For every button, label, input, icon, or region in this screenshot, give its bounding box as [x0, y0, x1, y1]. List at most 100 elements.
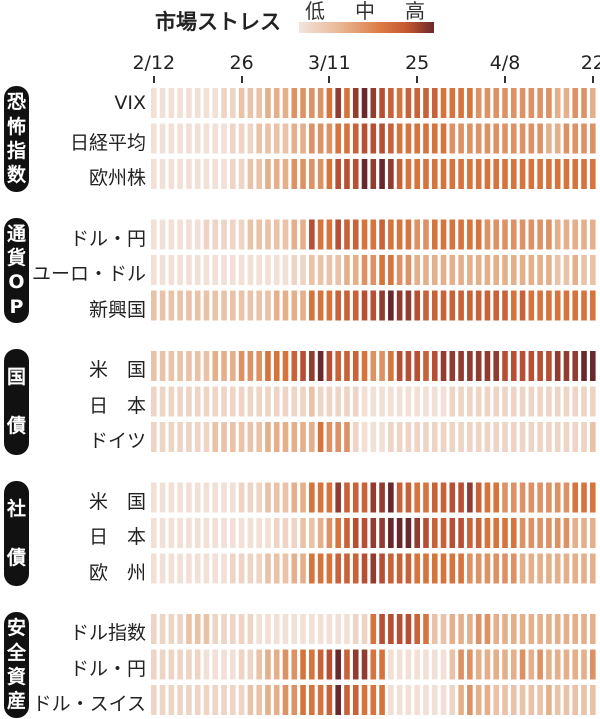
- heatmap-cell: [431, 159, 438, 189]
- heatmap-cell: [300, 422, 306, 452]
- heatmap-cell: [317, 685, 324, 715]
- heatmap-cell: [554, 88, 561, 118]
- row-label: ドル・スイス: [32, 693, 146, 715]
- heatmap-cell: [519, 88, 526, 118]
- heatmap-cell: [467, 88, 473, 118]
- heatmap-cell: [230, 290, 236, 321]
- heatmap-cell: [546, 290, 552, 321]
- heatmap-cell: [519, 255, 526, 285]
- x-tick-mark: [328, 76, 331, 83]
- heatmap-cell: [581, 351, 587, 381]
- heatmap-cell: [405, 123, 412, 154]
- heatmap-cell: [449, 351, 456, 381]
- heatmap-cell: [361, 255, 368, 285]
- heatmap-cell: [344, 159, 350, 189]
- heatmap-cell: [388, 422, 394, 452]
- heatmap-cell: [273, 88, 280, 118]
- heatmap-cell: [317, 159, 324, 189]
- heatmap-cell: [440, 88, 447, 118]
- group-label-char: 債: [6, 415, 26, 438]
- heatmap-cell: [423, 159, 429, 189]
- heatmap-cell: [238, 614, 245, 644]
- heatmap-cell: [151, 553, 157, 584]
- heatmap-cell: [265, 482, 271, 513]
- heatmap-cell: [335, 386, 341, 417]
- heatmap-cell: [265, 518, 271, 548]
- heatmap-cell: [519, 386, 526, 417]
- heatmap-cell: [581, 386, 587, 417]
- heatmap-cell: [344, 290, 350, 321]
- heatmap-cell: [273, 159, 280, 189]
- heatmap-cell: [309, 219, 315, 250]
- heatmap-cell: [440, 351, 447, 381]
- heatmap-cell: [273, 351, 280, 381]
- heatmap-cell: [282, 553, 289, 584]
- heatmap-cell: [238, 159, 245, 189]
- heatmap-cell: [177, 386, 183, 417]
- heatmap-cell: [440, 614, 447, 644]
- row-label: 日 本: [88, 526, 146, 548]
- heatmap-cell: [238, 422, 245, 452]
- heatmap-cell: [502, 88, 508, 118]
- heatmap-cell: [265, 422, 271, 452]
- heatmap-cell: [309, 159, 315, 189]
- heatmap-cell: [265, 290, 271, 321]
- heatmap-cell: [370, 649, 377, 680]
- heatmap-cell: [309, 553, 315, 584]
- heatmap-cell: [396, 685, 403, 715]
- heatmap-cell: [510, 255, 517, 285]
- heatmap-cell: [370, 123, 377, 154]
- heatmap-cell: [238, 219, 245, 250]
- heatmap-cell: [238, 255, 245, 285]
- heatmap-cell: [528, 255, 535, 285]
- heatmap-cell: [440, 255, 447, 285]
- heatmap-cell: [510, 290, 517, 321]
- heatmap-cell: [493, 88, 500, 118]
- heatmap-cell: [423, 685, 429, 715]
- heatmap-cell: [537, 159, 543, 189]
- heatmap-cell: [502, 123, 508, 154]
- heatmap-cell: [405, 290, 412, 321]
- heatmap-cell: [467, 351, 473, 381]
- heatmap-cell: [563, 219, 570, 250]
- heatmap-cell: [256, 159, 262, 189]
- heatmap-cell: [212, 422, 219, 452]
- heatmap-cell: [335, 614, 341, 644]
- heatmap-cell: [510, 219, 517, 250]
- heatmap-cell: [528, 123, 535, 154]
- x-tick-mark: [504, 76, 506, 83]
- heatmap-cell: [282, 482, 289, 513]
- heatmap-cell: [230, 422, 236, 452]
- heatmap-cell: [326, 88, 333, 118]
- heatmap-cell: [475, 685, 482, 715]
- heatmap-cell: [203, 386, 210, 417]
- heatmap-cell: [212, 123, 219, 154]
- heatmap-cell: [396, 422, 403, 452]
- group-label-char: 安: [6, 617, 26, 640]
- heatmap-cell: [352, 123, 359, 154]
- heatmap-cell: [221, 482, 227, 513]
- heatmap-cell: [484, 255, 491, 285]
- heatmap-cell: [300, 649, 306, 680]
- heatmap-cell: [203, 351, 210, 381]
- heatmap-cell: [177, 219, 183, 250]
- heatmap-cell: [484, 88, 491, 118]
- heatmap-cell: [361, 422, 368, 452]
- heatmap-cell: [194, 518, 201, 548]
- heatmap-cell: [168, 255, 175, 285]
- heatmap-cell: [317, 351, 324, 381]
- heatmap-cell: [563, 123, 570, 154]
- heatmap-cell: [265, 255, 271, 285]
- heatmap-cell: [554, 159, 561, 189]
- heatmap-cell: [581, 614, 587, 644]
- heatmap-cell: [537, 649, 543, 680]
- heatmap-cell: [344, 123, 350, 154]
- heatmap-cell: [458, 553, 464, 584]
- heatmap-cell: [256, 255, 262, 285]
- heatmap-cell: [151, 351, 157, 381]
- heatmap-cell: [335, 518, 341, 548]
- heatmap-cell: [335, 553, 341, 584]
- heatmap-cell: [537, 351, 543, 381]
- heatmap-cell: [396, 351, 403, 381]
